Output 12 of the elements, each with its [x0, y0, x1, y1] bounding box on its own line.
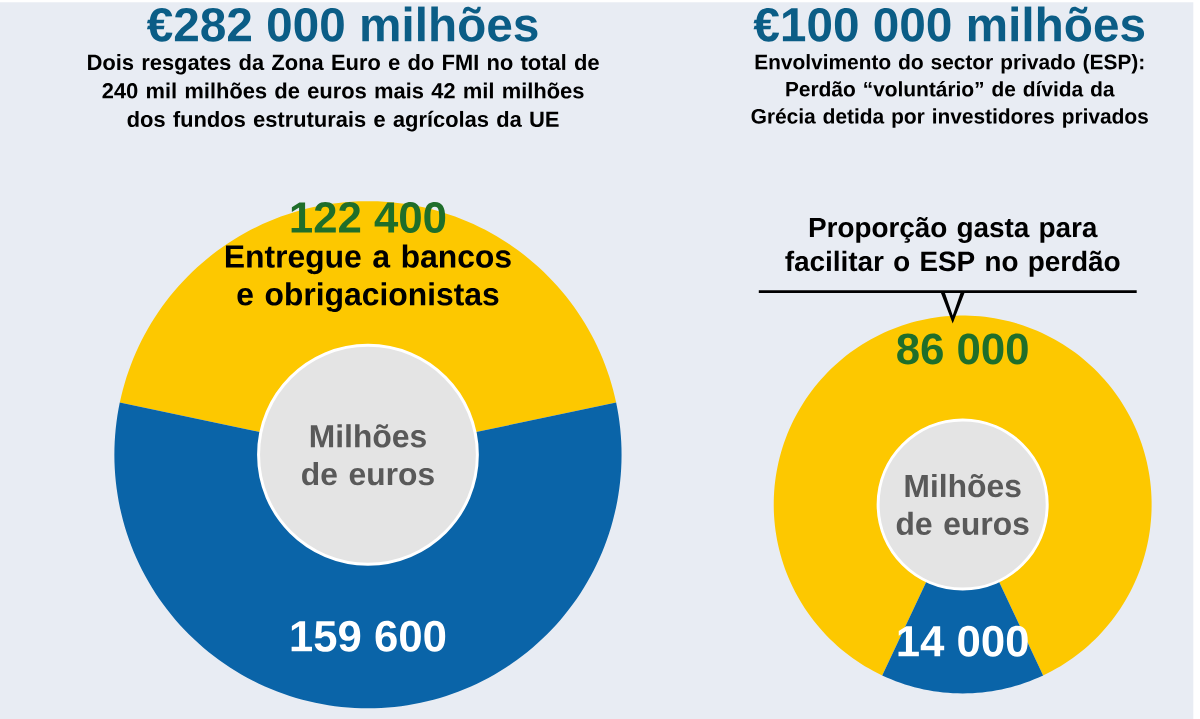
chart-subtitle: Dois resgates da Zona Euro e do FMI no total de 240 mil milhões de euros mais 42 mil milhões dos fundos estruturais e agrícolas da UE [88, 53, 599, 132]
data-label: 86 000 [897, 333, 1028, 365]
data-label: 159 600 [291, 620, 446, 652]
slice-label: Proporção gasta para facilitar o ESP no perdão [785, 216, 1120, 277]
chart-title: €100 000 milhões [753, 6, 1145, 42]
chart-subtitle: Envolvimento do sector privado (ESP): Perdão “voluntário” de dívida da Grécia detida por investidores privados [751, 53, 1148, 128]
data-label: 14 000 [898, 625, 1028, 657]
slice-label: Entregue a bancos e obrigacionistas [225, 244, 511, 312]
text: Milhões de euros [302, 424, 434, 486]
chart-title: €282 000 milhões [146, 6, 538, 42]
data-label: 122 400 [291, 201, 446, 233]
text: Milhões de euros [896, 473, 1029, 535]
